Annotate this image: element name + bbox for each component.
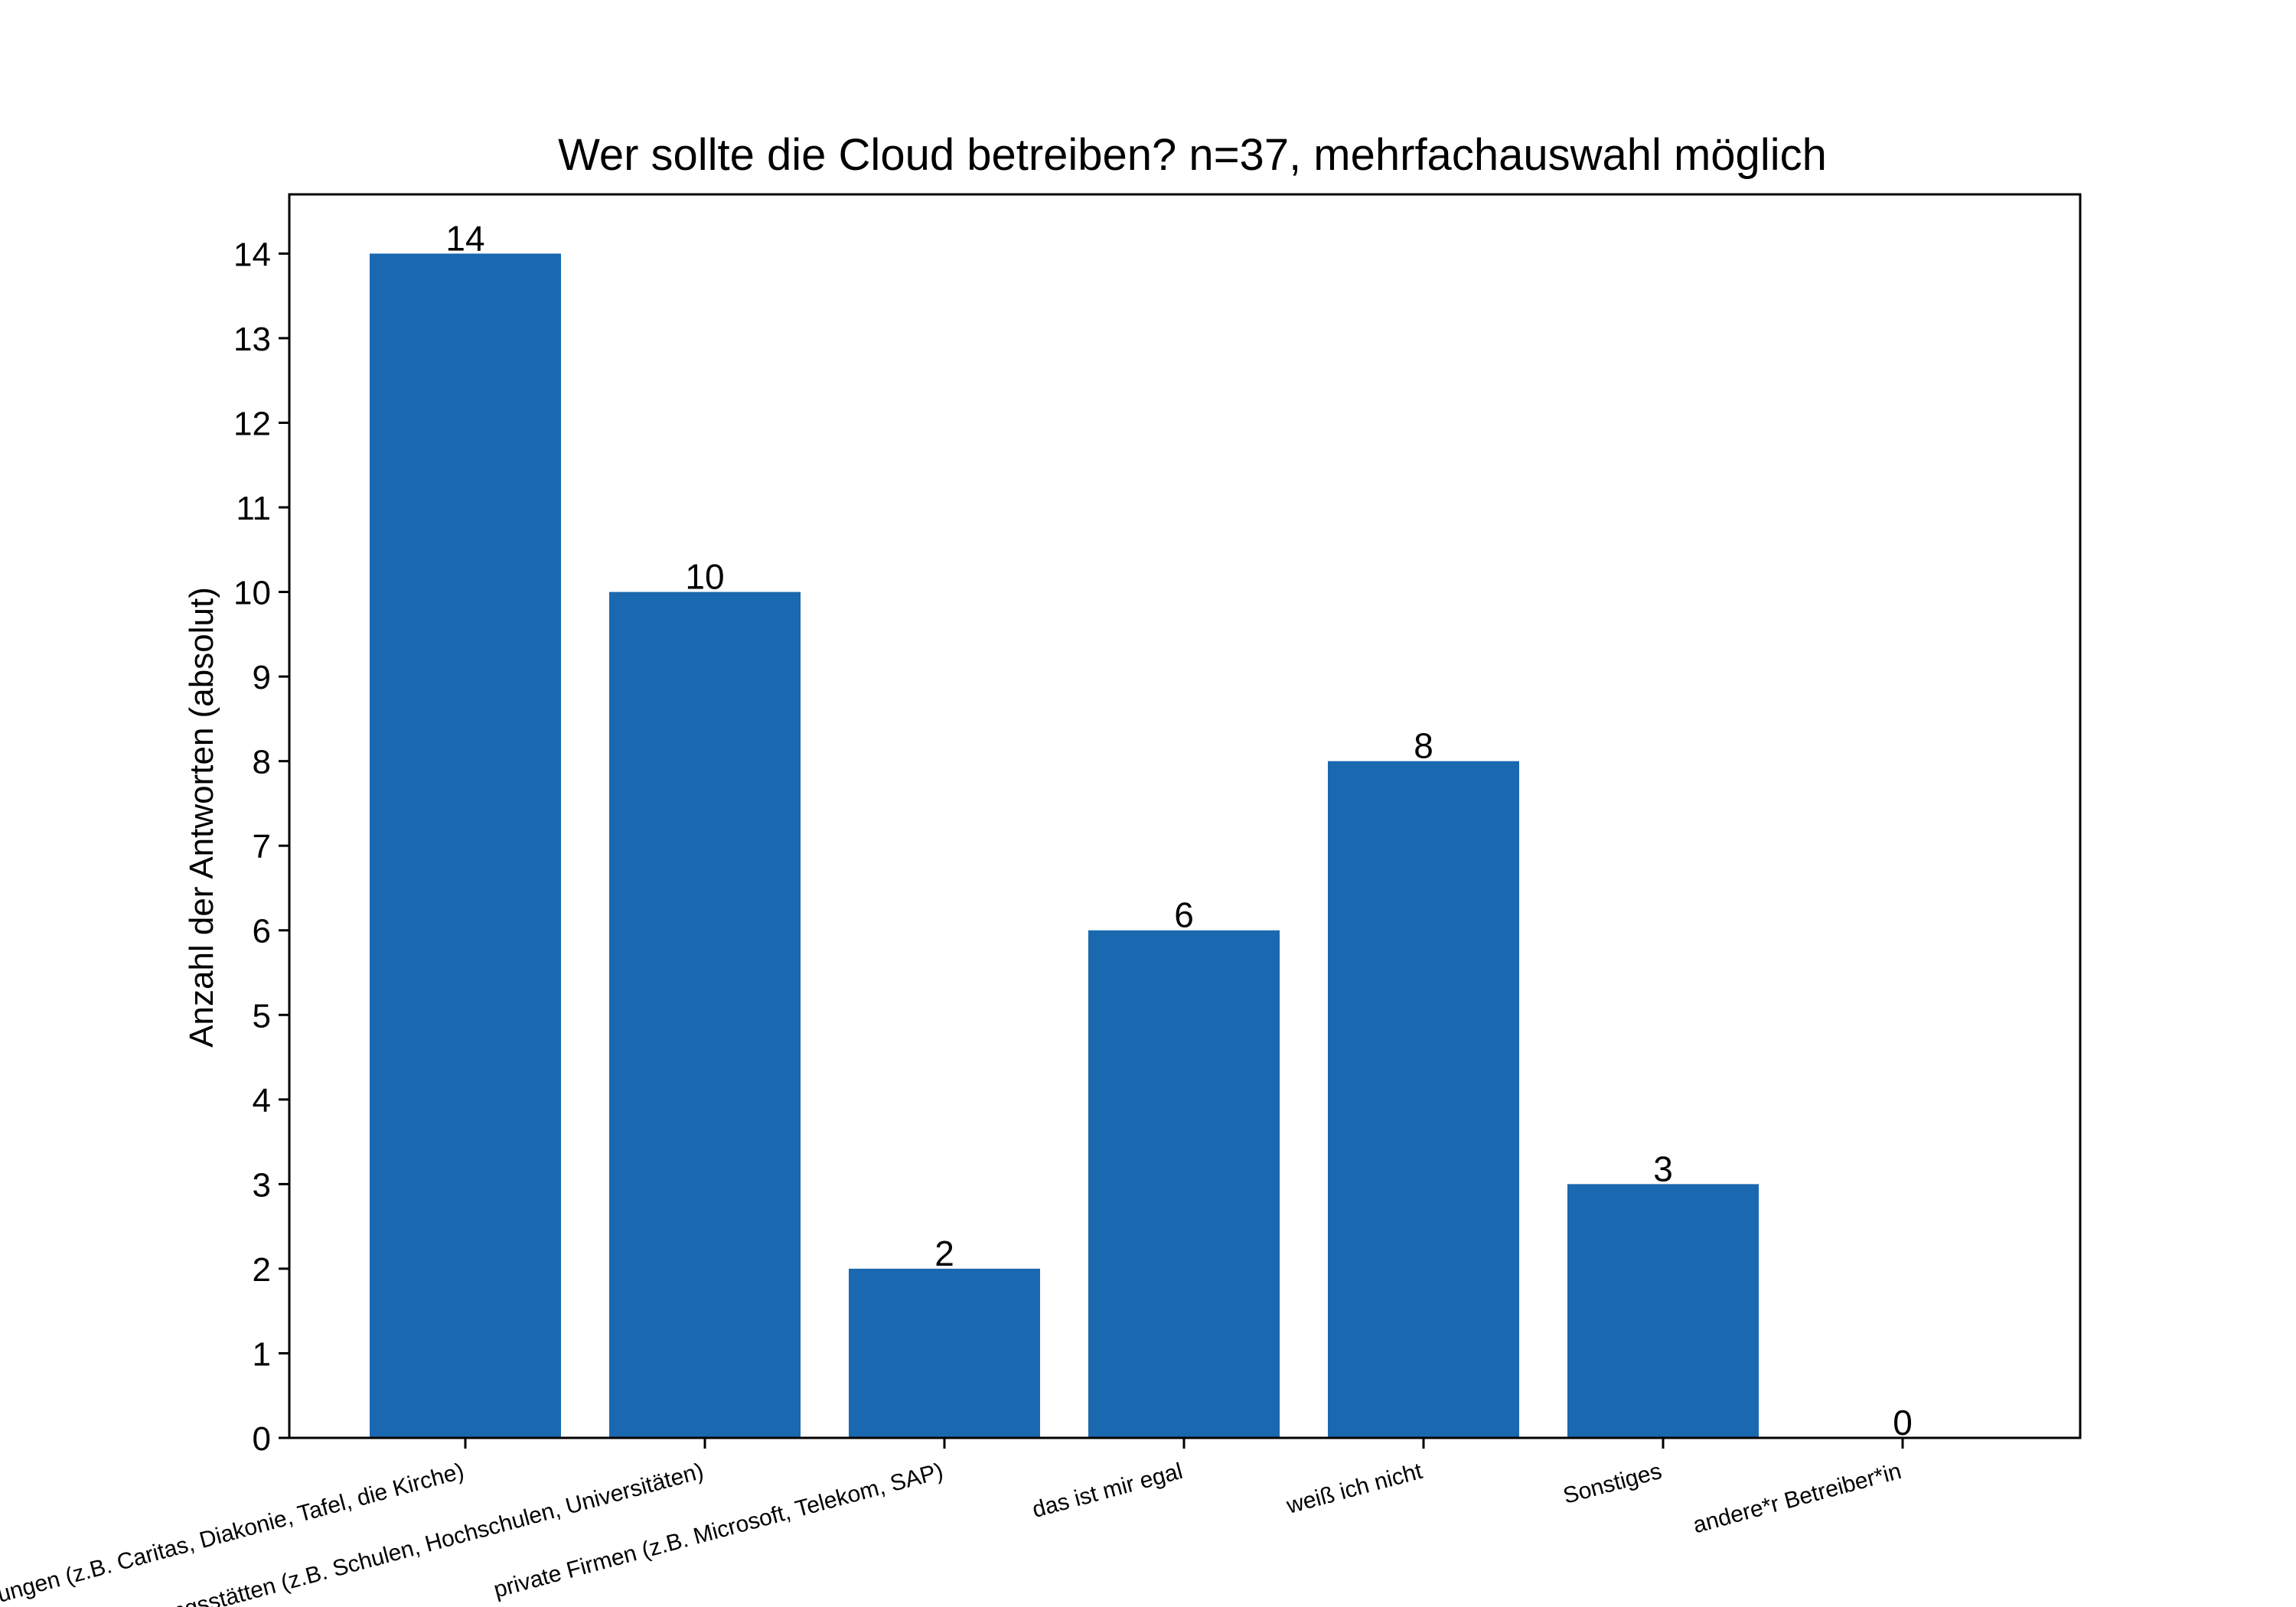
x-axis: soziale Einrichtungen (z.B. Caritas, Dia… [0, 1438, 1904, 1607]
data-label-5: 3 [1653, 1149, 1673, 1188]
y-tick-label-10: 10 [233, 575, 271, 612]
x-tick-label-5: Sonstiges [1561, 1459, 1665, 1509]
y-tick-label-1: 1 [253, 1335, 271, 1373]
y-tick-label-13: 13 [233, 321, 271, 358]
data-label-3: 6 [1174, 895, 1194, 935]
y-tick-label-2: 2 [253, 1251, 271, 1289]
y-tick-label-5: 5 [253, 997, 271, 1035]
y-tick-label-8: 8 [253, 744, 271, 781]
y-tick-label-9: 9 [253, 659, 271, 696]
y-tick-label-6: 6 [253, 913, 271, 950]
data-labels: 14 10 2 6 8 3 0 [445, 218, 1912, 1442]
y-tick-label-11: 11 [236, 490, 271, 527]
chart-title: Wer sollte die Cloud betreiben? n=37, me… [558, 130, 1827, 180]
data-label-6: 0 [1893, 1403, 1913, 1442]
y-tick-label-14: 14 [233, 236, 271, 273]
data-label-1: 10 [685, 557, 724, 597]
bar-3 [1088, 930, 1280, 1438]
x-tick-label-4: weiß ich nicht [1283, 1459, 1426, 1519]
data-label-2: 2 [934, 1234, 954, 1273]
y-tick-label-3: 3 [253, 1166, 271, 1204]
y-tick-label-4: 4 [253, 1082, 271, 1120]
x-tick-label-3: das ist mir egal [1029, 1459, 1185, 1523]
bar-1 [609, 592, 801, 1438]
data-label-4: 8 [1414, 726, 1433, 766]
y-axis-label: Anzahl der Antworten (absolut) [183, 587, 220, 1048]
bar-5 [1567, 1184, 1759, 1438]
y-tick-label-7: 7 [253, 828, 271, 865]
bar-2 [849, 1268, 1040, 1438]
bar-4 [1328, 761, 1519, 1438]
data-label-0: 14 [445, 218, 484, 258]
x-tick-label-2: private Firmen (z.B. Microsoft, Telekom,… [491, 1459, 946, 1603]
bar-0 [370, 253, 561, 1438]
y-tick-label-12: 12 [233, 405, 271, 442]
x-tick-label-6: andere*r Betreiber*in [1691, 1459, 1904, 1538]
y-tick-label-0: 0 [253, 1420, 271, 1458]
bars-layer [370, 253, 1759, 1438]
plot-frame [288, 193, 2082, 1439]
